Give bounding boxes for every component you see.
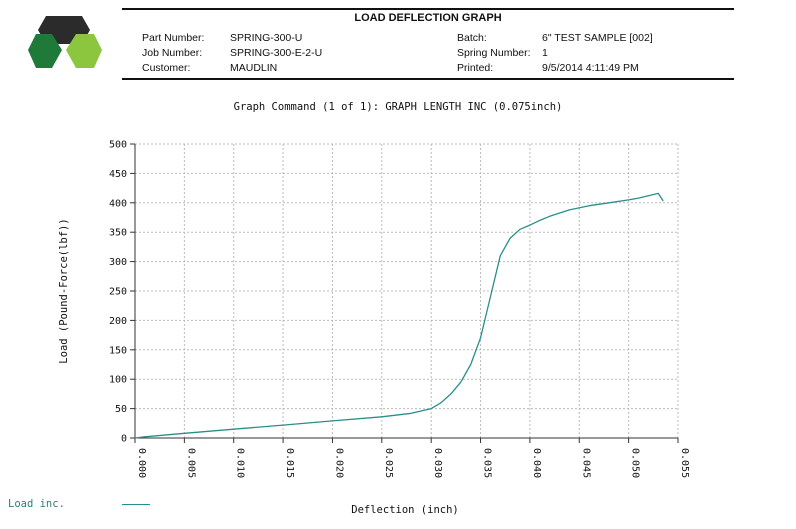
x-tick-label: 0.055 <box>679 448 690 478</box>
spring-number-label: Spring Number: <box>457 47 531 59</box>
report-title: LOAD DEFLECTION GRAPH <box>122 8 734 28</box>
customer-label: Customer: <box>142 62 191 74</box>
y-tick-label: 300 <box>109 257 127 268</box>
header-divider <box>122 78 734 80</box>
printed-row: Printed: 9/5/2014 4:11:49 PM <box>457 61 653 76</box>
job-number-label: Job Number: <box>142 47 203 59</box>
y-tick-label: 100 <box>109 375 127 386</box>
legend-line-swatch <box>122 504 150 505</box>
spring-number-row: Spring Number: 1 <box>457 46 653 61</box>
x-tick-label: 0.030 <box>432 448 443 478</box>
y-tick-label: 500 <box>109 140 127 151</box>
x-tick-label: 0.045 <box>580 448 591 478</box>
y-tick-label: 450 <box>109 169 127 180</box>
series-line-load-inc <box>134 192 664 439</box>
y-axis-label: Load (Pound-Force(lbf)) <box>58 218 70 363</box>
info-right: Batch: 6" TEST SAMPLE [002] Spring Numbe… <box>457 31 653 76</box>
batch-label: Batch: <box>457 32 487 44</box>
customer-row: Customer: MAUDLIN <box>142 61 322 76</box>
x-tick-label: 0.020 <box>333 448 344 478</box>
printed-label: Printed: <box>457 62 494 74</box>
y-tick-label: 400 <box>109 198 127 209</box>
x-tick-label: 0.050 <box>630 448 641 478</box>
x-tick-label: 0.035 <box>482 448 493 478</box>
x-tick-label: 0.040 <box>531 448 542 478</box>
x-tick-label: 0.025 <box>383 448 394 478</box>
logo-green-dark-hexagon <box>28 34 62 68</box>
x-tick-label: 0.005 <box>185 448 196 478</box>
x-axis-label: Deflection (inch) <box>351 504 458 516</box>
y-tick-label: 0 <box>121 434 127 445</box>
part-number-label: Part Number: <box>142 32 205 44</box>
batch-value: 6" TEST SAMPLE [002] <box>542 32 653 44</box>
part-number-value: SPRING-300-U <box>230 32 303 44</box>
y-tick-label: 150 <box>109 345 127 356</box>
legend-label: Load inc. <box>8 498 65 510</box>
job-number-value: SPRING-300-E-2-U <box>230 47 323 59</box>
part-number-row: Part Number: SPRING-300-U <box>142 31 322 46</box>
chart-title: Graph Command (1 of 1): GRAPH LENGTH INC… <box>233 101 563 113</box>
y-tick-label: 250 <box>109 287 127 298</box>
y-tick-label: 350 <box>109 228 127 239</box>
x-tick-label: 0.000 <box>136 448 147 478</box>
batch-row: Batch: 6" TEST SAMPLE [002] <box>457 31 653 46</box>
customer-value: MAUDLIN <box>230 62 278 74</box>
printed-value: 9/5/2014 4:11:49 PM <box>542 62 639 74</box>
logo-green-light-hexagon <box>66 34 102 68</box>
y-tick-label: 200 <box>109 316 127 327</box>
x-tick-label: 0.015 <box>284 448 295 478</box>
company-logo <box>28 16 102 68</box>
job-number-row: Job Number: SPRING-300-E-2-U <box>142 46 322 61</box>
y-tick-label: 50 <box>115 404 127 415</box>
info-left: Part Number: SPRING-300-U Job Number: SP… <box>142 31 322 76</box>
x-tick-label: 0.010 <box>235 448 246 478</box>
spring-number-value: 1 <box>542 47 548 59</box>
